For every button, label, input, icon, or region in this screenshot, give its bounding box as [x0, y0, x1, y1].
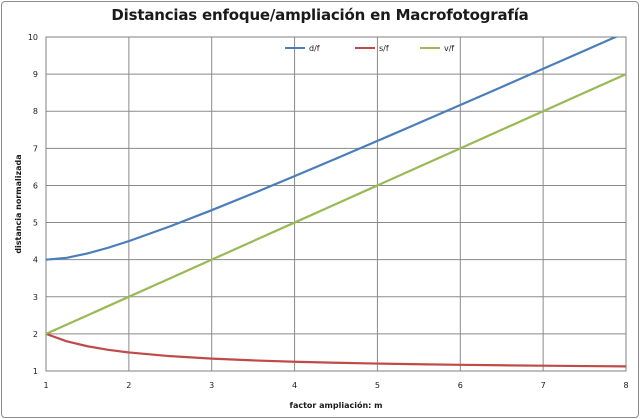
legend: d/f s/f v/f [285, 44, 454, 53]
x-tick-label: 7 [541, 381, 546, 390]
x-tick-label: 8 [623, 381, 628, 390]
x-tick-label: 4 [292, 381, 297, 390]
series-line-v-f [46, 73, 626, 335]
legend-item: d/f [285, 44, 320, 53]
legend-label: s/f [379, 44, 389, 53]
series-lines [46, 37, 626, 368]
x-axis-ticks: 1 2 3 4 5 6 7 8 [43, 381, 628, 390]
y-tick-label: 7 [33, 144, 38, 153]
chart-title: Distancias enfoque/ampliación en Macrofo… [111, 6, 529, 24]
y-tick-label: 9 [33, 70, 38, 79]
y-tick-label: 6 [33, 181, 38, 190]
x-axis-label: factor ampliación: m [289, 400, 382, 410]
x-tick-label: 2 [126, 381, 131, 390]
y-tick-label: 3 [33, 293, 38, 302]
legend-label: v/f [444, 44, 454, 53]
x-tick-label: 3 [209, 381, 214, 390]
plot-area-border [45, 36, 627, 372]
y-tick-label: 8 [33, 107, 38, 116]
y-axis-ticks: 1 2 3 4 5 6 7 8 9 10 [28, 33, 38, 376]
series-line-s-f [46, 332, 626, 368]
y-tick-label: 2 [33, 330, 38, 339]
legend-item: v/f [420, 44, 454, 53]
legend-item: s/f [355, 44, 389, 53]
y-tick-label: 5 [33, 219, 38, 228]
x-tick-label: 6 [458, 381, 463, 390]
y-tick-label: 4 [33, 256, 38, 265]
x-tick-label: 1 [43, 381, 48, 390]
y-axis-label: distancia normalizada [14, 154, 23, 253]
legend-label: d/f [309, 44, 320, 53]
y-tick-label: 1 [33, 367, 38, 376]
y-tick-label: 10 [28, 33, 38, 42]
series-line-d-f [46, 37, 619, 261]
x-tick-label: 5 [375, 381, 380, 390]
